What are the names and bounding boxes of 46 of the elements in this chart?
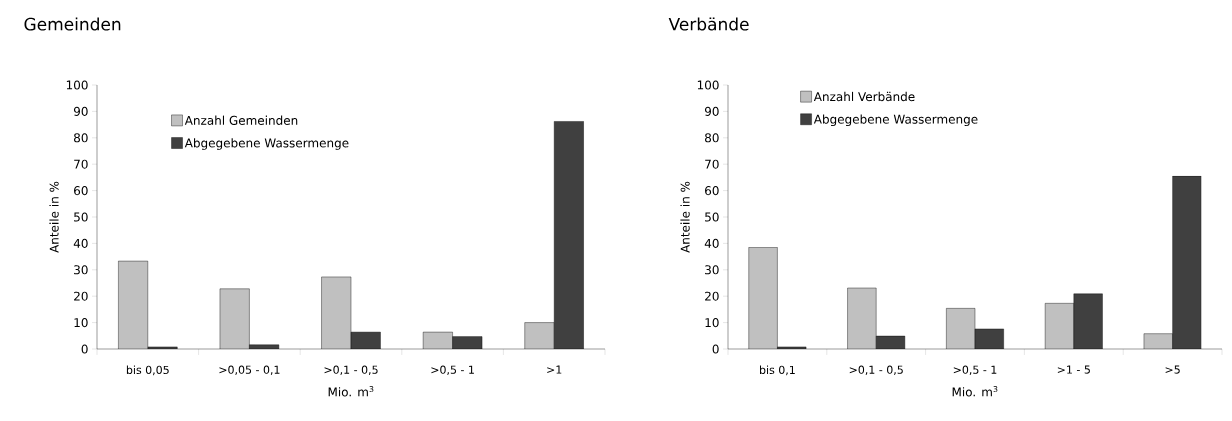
x-tick-label: >0,1 - 0,5 [849, 365, 903, 375]
y-tick-label: 100 [66, 80, 88, 90]
bar [524, 322, 555, 349]
x-tick-label: >1 [547, 365, 562, 374]
bar [321, 276, 351, 349]
y-tick-label: 90 [73, 106, 88, 116]
y-tick-label: 70 [74, 159, 88, 169]
y-tick-label: 20 [74, 291, 88, 301]
y-axis-title: Anteile in % [680, 181, 690, 253]
bar [219, 288, 250, 349]
chart-title: Verbände [668, 17, 749, 31]
x-tick-label: >5 [1165, 365, 1180, 374]
y-tick-label: 20 [705, 291, 719, 301]
y-tick-label: 90 [704, 106, 719, 116]
y-tick-label: 0 [712, 344, 719, 354]
legend-label: Abgegebene Wassermenge [184, 138, 349, 150]
y-tick-label: 50 [705, 212, 719, 222]
x-tick-label: >0,5 - 1 [953, 365, 997, 375]
x-axis-title: Mio. m$^{3}$ [952, 386, 998, 397]
y-tick-label: 80 [705, 133, 719, 143]
y-tick-label: 80 [74, 133, 88, 143]
x-tick-label: bis 0,05 [126, 365, 169, 376]
y-tick-label: 60 [705, 186, 719, 196]
y-tick-label: 10 [705, 318, 719, 328]
y-tick-label: 0 [81, 344, 88, 354]
y-tick-label: 30 [705, 265, 719, 275]
x-axis-title: Mio. m$^{3}$ [328, 386, 374, 397]
x-tick-label: >0,5 - 1 [431, 365, 474, 375]
y-tick-label: 30 [74, 265, 88, 275]
y-tick-label: 10 [74, 318, 88, 328]
legend-label: Anzahl Verbände [813, 91, 915, 102]
y-tick-label: 40 [73, 238, 88, 248]
y-tick-label: 70 [705, 159, 719, 169]
legend-label: Anzahl Gemeinden [184, 115, 298, 125]
y-axis-title: Anteile in % [49, 181, 59, 253]
chart-title: Gemeinden [24, 17, 121, 31]
bar [118, 261, 148, 349]
x-tick-label: >1 - 5 [1057, 365, 1090, 374]
legend-label: Abgegebene Wassermenge [813, 114, 978, 127]
x-tick-label: bis 0,1 [760, 365, 795, 376]
y-tick-label: 100 [697, 80, 719, 90]
y-tick-label: 50 [74, 212, 88, 222]
x-tick-label: >0,1 - 0,5 [324, 365, 378, 375]
y-tick-label: 40 [704, 238, 719, 248]
x-tick-label: >0,05 - 0,1 [219, 365, 280, 375]
y-tick-label: 60 [74, 186, 88, 196]
